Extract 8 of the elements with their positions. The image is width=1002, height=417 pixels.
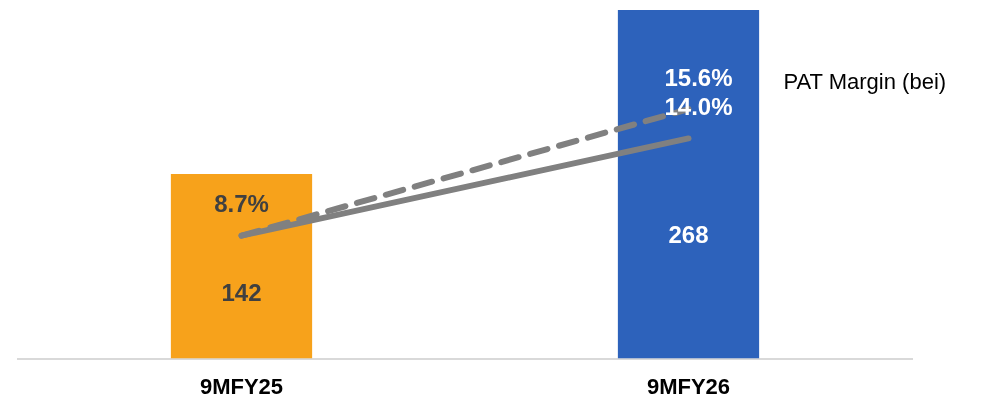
data-label: 142 xyxy=(221,278,262,306)
text: PAT Margin (bei) xyxy=(783,69,947,95)
data-label: 268 xyxy=(668,221,709,249)
x-tick-label: 9MFY25 xyxy=(199,373,284,399)
x-tick-label: 9MFY26 xyxy=(646,373,731,399)
data-label: 14.0% xyxy=(664,93,733,121)
data-label: 8.7% xyxy=(214,190,269,218)
data-label: 15.6% xyxy=(664,63,733,91)
